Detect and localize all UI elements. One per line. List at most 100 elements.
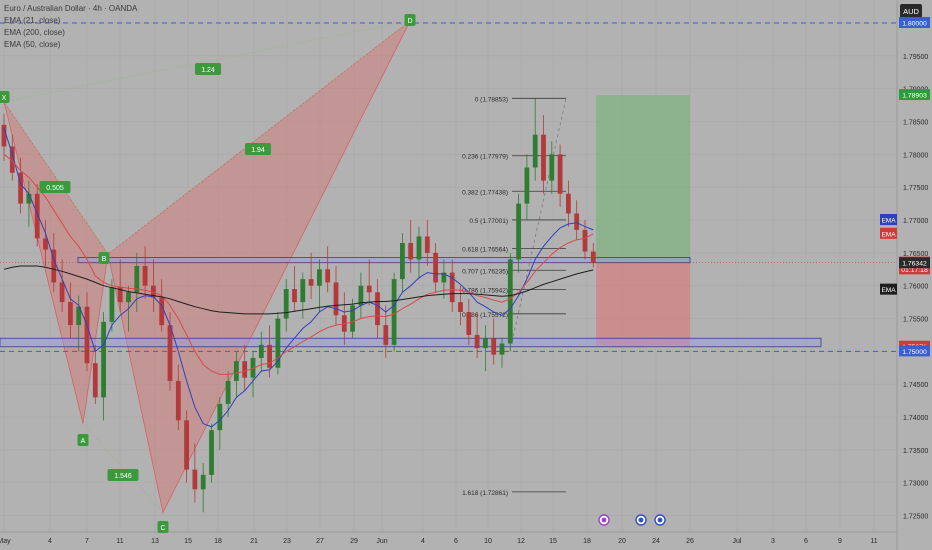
price-axis-background[interactable] bbox=[897, 0, 932, 550]
pattern-label-box bbox=[77, 434, 89, 446]
currency-label: AUD bbox=[903, 7, 919, 16]
pattern-label-box bbox=[107, 469, 139, 481]
price-tick-label: 1.73500 bbox=[903, 448, 928, 455]
price-tag-label: 1.78903 bbox=[902, 93, 927, 100]
fib-level-label: 0 (1.78853) bbox=[475, 96, 508, 103]
candle-body bbox=[532, 134, 538, 168]
pattern-bcd-triangle bbox=[107, 20, 411, 514]
price-tick-label: 1.72500 bbox=[903, 514, 928, 521]
candle-body bbox=[126, 292, 131, 303]
fib-level-label: 0.707 (1.76235) bbox=[462, 268, 508, 275]
candle-body bbox=[483, 338, 488, 349]
pattern-label: X bbox=[2, 95, 7, 102]
price-tick-label: 1.76000 bbox=[903, 284, 928, 291]
candle-body bbox=[541, 134, 546, 181]
support-zone[interactable] bbox=[0, 337, 822, 348]
candle-body bbox=[400, 243, 405, 280]
price-tags: AUD1.789031.7635201:17:181.763421.750711… bbox=[880, 4, 930, 357]
grid bbox=[0, 0, 897, 532]
candle-body bbox=[507, 259, 513, 344]
price-tick-label: 1.74000 bbox=[903, 415, 928, 422]
time-tick-label: 6 bbox=[804, 538, 808, 545]
legend-ema50[interactable]: EMA (50, close) bbox=[4, 40, 61, 49]
candle-body bbox=[26, 193, 32, 204]
candle-body bbox=[267, 344, 272, 368]
ema50-line bbox=[3, 153, 594, 375]
time-tick-label: 12 bbox=[517, 538, 525, 545]
candle-body bbox=[350, 305, 355, 332]
time-tick-label: 4 bbox=[421, 538, 425, 545]
candle-body bbox=[59, 282, 65, 303]
event-markers[interactable] bbox=[598, 514, 666, 526]
currency-badge[interactable] bbox=[900, 4, 922, 18]
price-tick-label: 1.77000 bbox=[903, 218, 928, 225]
candle-body bbox=[9, 146, 15, 173]
chart-title: Euro / Australian Dollar · 4h · OANDA bbox=[4, 4, 138, 13]
fib-level-label: 0.786 (1.75942) bbox=[462, 288, 508, 295]
ema-tag bbox=[880, 283, 897, 295]
ema-tag-label: EMA bbox=[881, 231, 896, 238]
ema200-line bbox=[3, 265, 594, 315]
time-tick-label: 15 bbox=[184, 538, 192, 545]
candle-body bbox=[424, 236, 430, 253]
candle-body bbox=[167, 325, 173, 381]
candle-body bbox=[159, 297, 165, 326]
time-tick-label: 11 bbox=[116, 538, 123, 545]
candle-body bbox=[134, 266, 140, 293]
pattern-label: 1.94 bbox=[251, 147, 265, 154]
time-axis: May 4 7 11 13 15 18 21 23 27 29 Jun 4 6 10 12 15 18 20 24 26… bbox=[0, 538, 878, 545]
stop-zone[interactable] bbox=[596, 262, 690, 347]
price-tick-label: 1.77500 bbox=[903, 185, 928, 192]
price-tag-label: 1.75000 bbox=[902, 349, 927, 356]
candle-body bbox=[101, 321, 106, 398]
economic-event-dot bbox=[638, 517, 644, 523]
ema21-line bbox=[3, 127, 594, 428]
pattern-label: 0.505 bbox=[46, 185, 64, 192]
candle-body bbox=[34, 193, 40, 239]
candle-body bbox=[491, 338, 497, 355]
candle-body bbox=[308, 279, 314, 286]
legend-ema200[interactable]: EMA (200, close) bbox=[4, 28, 65, 37]
candle-body bbox=[574, 213, 580, 230]
ema-tag bbox=[880, 214, 897, 226]
candle-body bbox=[200, 474, 206, 490]
time-tick-label: 9 bbox=[838, 538, 842, 545]
candles bbox=[1, 98, 596, 513]
candle-body bbox=[18, 172, 23, 204]
long-position-tool[interactable] bbox=[596, 95, 690, 347]
pattern-label-box bbox=[404, 14, 416, 26]
fib-retracement[interactable]: 0 (1.78853) 0.236 (1.77979) 0.382 (1.77438… bbox=[462, 96, 567, 497]
candle-body bbox=[76, 306, 82, 326]
candle-body bbox=[516, 203, 521, 260]
fib-level-label: 1.618 (1.72861) bbox=[462, 490, 508, 497]
candle-body bbox=[151, 285, 156, 298]
candle-body bbox=[391, 279, 397, 345]
time-tick-label: 7 bbox=[85, 538, 89, 545]
candle-body bbox=[283, 288, 289, 319]
candle-body bbox=[449, 272, 455, 303]
candle-body bbox=[217, 403, 223, 431]
pattern-label: A bbox=[81, 438, 86, 445]
candle-body bbox=[441, 272, 447, 283]
pattern-label-box bbox=[245, 143, 271, 155]
price-tick-label: 1.78000 bbox=[903, 152, 928, 159]
candle-body bbox=[242, 361, 248, 378]
time-tick-label: 10 bbox=[484, 538, 492, 545]
horizontal-levels[interactable] bbox=[0, 22, 897, 352]
resistance-zone[interactable] bbox=[77, 257, 691, 264]
time-tick-label: 11 bbox=[870, 538, 877, 545]
candle-body bbox=[300, 279, 306, 303]
time-tick-label: 27 bbox=[316, 538, 324, 545]
price-tick-label: 1.76500 bbox=[903, 251, 928, 258]
candle-body bbox=[466, 311, 472, 335]
time-tick-label: 3 bbox=[771, 538, 775, 545]
candle-body bbox=[549, 154, 555, 181]
candle-body bbox=[68, 302, 73, 326]
profit-zone[interactable] bbox=[596, 95, 690, 263]
pattern-ratio-line bbox=[107, 20, 411, 255]
pattern-label: B bbox=[102, 256, 107, 263]
candle-body bbox=[590, 251, 596, 263]
pattern-label-box bbox=[195, 63, 221, 75]
legend-ema21[interactable]: EMA (21, close) bbox=[4, 16, 61, 25]
